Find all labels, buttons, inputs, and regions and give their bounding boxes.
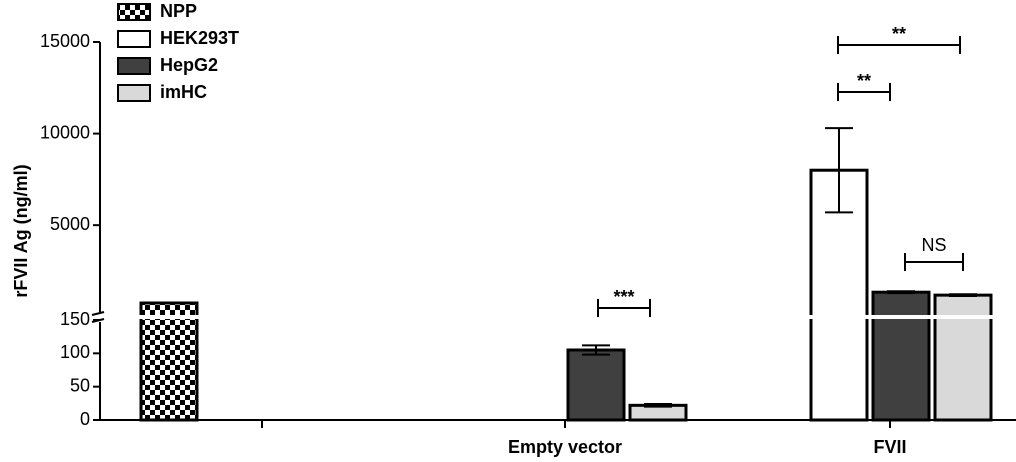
break-gap [808, 315, 870, 319]
legend-swatch [117, 3, 151, 21]
significance-bracket [904, 253, 964, 271]
y-tick-label: 10000 [40, 122, 90, 142]
error-bar [887, 290, 915, 295]
y-tick-label: 5000 [50, 214, 90, 234]
bar [566, 348, 626, 422]
error-bar [644, 403, 672, 408]
significance-bracket [837, 83, 891, 101]
legend-swatch [117, 30, 151, 48]
bar [933, 293, 993, 422]
annotation: ** [857, 71, 871, 91]
error-bar [949, 293, 977, 298]
legend-label: HepG2 [160, 55, 218, 75]
y-tick-label: 150 [60, 309, 90, 329]
annotation: NS [921, 235, 946, 255]
break-gap [138, 315, 200, 319]
bar [871, 290, 931, 422]
legend-swatch [117, 84, 151, 102]
annotation: ** [892, 24, 906, 44]
legend-label: NPP [160, 1, 197, 21]
y-tick-label: 100 [60, 342, 90, 362]
y-tick-label: 0 [80, 409, 90, 429]
error-bar [825, 127, 853, 214]
significance-bracket [597, 299, 651, 317]
break-gap [932, 315, 994, 319]
bar [139, 301, 199, 422]
annotation: *** [613, 287, 634, 307]
legend-swatch [117, 57, 151, 75]
legend-label: imHC [160, 82, 207, 102]
break-gap [870, 315, 932, 319]
y-tick-label: 50 [70, 375, 90, 395]
x-tick-label: Empty vector [508, 437, 622, 457]
error-bar [582, 344, 610, 356]
significance-bracket [837, 36, 961, 54]
legend-label: HEK293T [160, 28, 239, 48]
break-mark [91, 311, 105, 316]
y-tick-label: 15000 [40, 31, 90, 51]
x-tick-label: FVII [873, 437, 906, 457]
y-axis-label: rFVII Ag (ng/ml) [11, 164, 31, 297]
